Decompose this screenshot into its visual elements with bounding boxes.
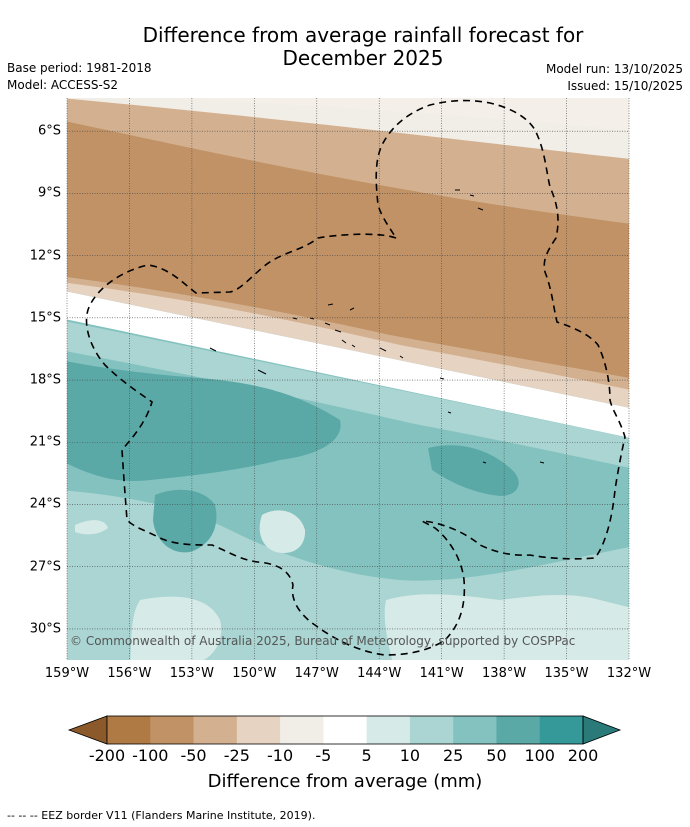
meta-left: Base period: 1981-2018 Model: ACCESS-S2	[7, 60, 152, 94]
colorbar-swatch	[366, 716, 411, 744]
colorbar-tick-label: 25	[442, 746, 464, 765]
colorbar-tick-label: -5	[315, 746, 332, 765]
colorbar-frame	[106, 715, 584, 745]
x-tick-label: 150°W	[232, 666, 277, 681]
gridlines	[66, 98, 630, 660]
x-tick-label: 132°W	[606, 666, 652, 681]
colorbar-swatch	[280, 716, 324, 744]
colorbar-swatch	[409, 716, 454, 744]
eez-border	[85, 99, 626, 656]
model-text: Model: ACCESS-S2	[7, 78, 119, 92]
field-band-50-100-patch	[153, 489, 217, 553]
y-tick-label: 12°S	[29, 248, 61, 264]
chart-title-line-2: December 2025	[282, 46, 444, 70]
x-tick-label: 141°W	[419, 666, 464, 681]
field-band-5-10-se	[384, 594, 629, 660]
x-tick-label: 159°W	[44, 666, 90, 681]
x-tick-label: 138°W	[482, 666, 527, 681]
colorbar-extend-low	[67, 715, 108, 745]
colorbar-swatch	[107, 716, 151, 744]
colorbar-tick-label: -10	[267, 746, 294, 765]
colorbar-tick-label: -100	[132, 746, 169, 765]
colorbar-title: Difference from average (mm)	[207, 771, 483, 792]
model-run-text: Model run: 13/10/2025	[545, 62, 683, 76]
colorbar-swatch	[323, 716, 368, 744]
colorbar	[67, 715, 622, 745]
colorbar-tick-label: 5	[361, 746, 372, 765]
colorbar-swatch	[453, 716, 497, 744]
y-tick-label: 27°S	[29, 559, 61, 575]
meta-right: Model run: 13/10/2025 Issued: 15/10/2025	[546, 61, 683, 95]
x-tick-label: 147°W	[294, 666, 339, 681]
colorbar-tick-label: -50	[180, 746, 207, 765]
issued-text: Issued: 15/10/2025	[567, 79, 683, 93]
y-tick-label: 6°S	[37, 123, 61, 139]
y-tick-label: 30°S	[29, 621, 61, 637]
y-tick-label: 18°S	[29, 372, 61, 388]
colorbar-tick-label: 100	[524, 746, 555, 765]
field-band-5-10-west	[75, 520, 108, 535]
chart-title: Difference from average rainfall forecas…	[0, 24, 690, 70]
y-tick-label: 21°S	[29, 434, 61, 450]
x-tick-label: 135°W	[544, 666, 589, 681]
colorbar-tick-label: 50	[486, 746, 507, 765]
colorbar-tick-label: 200	[567, 746, 599, 765]
field-band-50-100-west	[67, 361, 341, 481]
colorbar-swatch	[539, 716, 584, 744]
x-tick-label: 144°W	[357, 666, 402, 681]
chart-title-line-1: Difference from average rainfall forecas…	[142, 23, 584, 47]
colorbar-swatch	[150, 716, 195, 744]
y-tick-label: 15°S	[29, 310, 61, 326]
colorbar-swatch	[193, 716, 238, 744]
islands	[209, 189, 545, 464]
field-band-near-zero-north	[175, 98, 629, 131]
field-band-neutral	[67, 291, 629, 438]
colorbar-tick-label: -25	[223, 746, 250, 765]
copyright-credit: © Commonwealth of Australia 2025, Bureau…	[70, 634, 576, 648]
y-tick-label: 9°S	[37, 185, 61, 201]
colorbar-swatch	[236, 716, 281, 744]
field-band-50-100-east	[428, 445, 519, 496]
base-period-text: Base period: 1981-2018	[7, 61, 152, 75]
colorbar-swatch	[496, 716, 541, 744]
map-plot-area	[67, 98, 629, 660]
colorbar-tick-label: 10	[399, 746, 421, 765]
eez-legend-text: -- -- -- EEZ border V11 (Flanders Marine…	[7, 809, 316, 822]
colorbar-extend-high	[582, 715, 622, 745]
colorbar-tick-label: -200	[88, 746, 126, 765]
y-tick-label: 24°S	[29, 496, 61, 512]
field-band-minus-50-100	[67, 121, 629, 378]
field-band-5-10-sw	[130, 596, 222, 660]
field-band-5-10-center	[259, 510, 306, 554]
x-tick-label: 156°W	[107, 666, 152, 681]
x-tick-label: 153°W	[169, 666, 214, 681]
field-band-10-25-north	[67, 321, 629, 468]
